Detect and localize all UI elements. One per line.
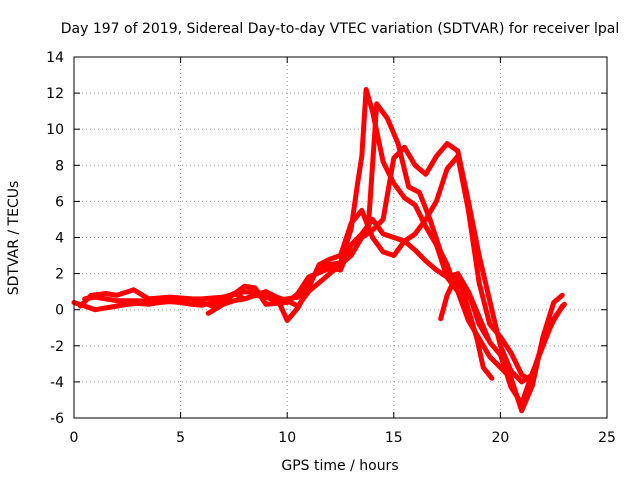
- y-tick-label: 8: [55, 158, 64, 174]
- x-tick-label: 25: [598, 430, 616, 446]
- x-tick-label: 20: [491, 430, 509, 446]
- y-tick-label: -2: [50, 339, 64, 355]
- x-tick-label: 5: [176, 430, 185, 446]
- y-tick-label: 10: [46, 122, 64, 138]
- chart-title: Day 197 of 2019, Sidereal Day-to-day VTE…: [61, 21, 619, 37]
- series-line-trace-1: [71, 87, 565, 414]
- y-tick-label: -6: [50, 411, 64, 427]
- series-group: [71, 87, 567, 414]
- y-tick-label: 2: [55, 267, 64, 283]
- x-tick-labels: 0 5 10 15 20 25: [70, 430, 616, 446]
- plot-frame: [73, 56, 608, 419]
- y-tick-labels: -6 -4 -2 0 2 4 6 8 10 12 14: [46, 50, 64, 427]
- grid-lines: [74, 57, 607, 418]
- x-tick-label: 15: [385, 430, 403, 446]
- x-tick-label: 10: [278, 430, 296, 446]
- series-line-trace-3: [82, 141, 565, 385]
- y-tick-label: 6: [55, 194, 64, 210]
- x-tick-label: 0: [70, 430, 79, 446]
- series-line-trace-5: [365, 101, 491, 342]
- y-tick-label: 4: [55, 231, 64, 247]
- y-tick-label: 0: [55, 303, 64, 319]
- series-line-trace-4: [205, 153, 535, 385]
- axis-ticks: [73, 56, 608, 419]
- y-tick-label: -4: [50, 375, 64, 391]
- y-tick-label: 12: [46, 86, 64, 102]
- series-line-trace-6: [438, 274, 495, 381]
- x-axis-label: GPS time / hours: [281, 458, 398, 474]
- y-tick-label: 14: [46, 50, 64, 66]
- y-axis-label: SDTVAR / TECUs: [6, 181, 22, 296]
